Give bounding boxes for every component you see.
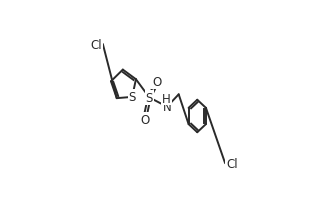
Text: O: O	[152, 76, 162, 89]
Text: N: N	[163, 101, 171, 114]
Text: S: S	[128, 91, 136, 104]
Text: Cl: Cl	[90, 38, 102, 51]
Text: H: H	[162, 92, 171, 105]
Text: O: O	[140, 113, 149, 126]
Text: S: S	[146, 91, 153, 104]
Text: Cl: Cl	[226, 157, 238, 170]
